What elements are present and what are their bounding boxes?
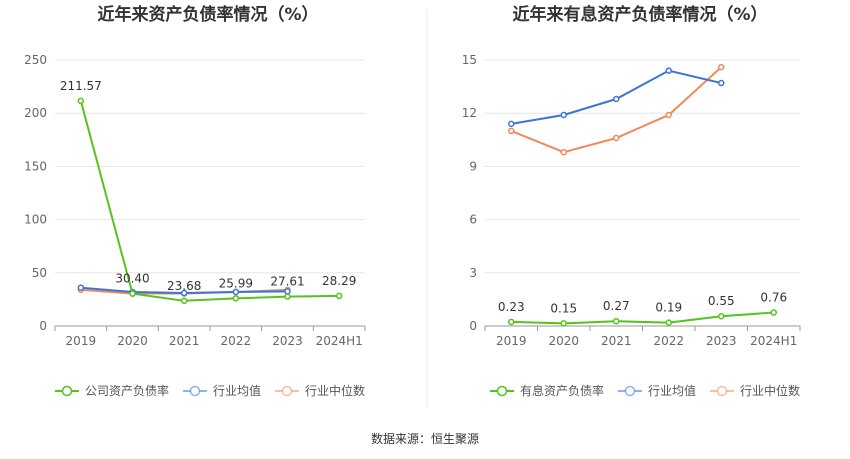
- data-label: 211.57: [60, 79, 102, 93]
- legend-marker: [496, 385, 508, 397]
- y-tick-label: 12: [462, 106, 477, 120]
- legend-label: 行业均值: [648, 383, 696, 398]
- legend-marker: [624, 385, 636, 397]
- x-tick-label: 2019: [66, 334, 97, 348]
- data-label: 27.61: [270, 275, 304, 289]
- x-tick-label: 2020: [548, 334, 579, 348]
- x-tick-label: 2023: [272, 334, 303, 348]
- x-tick-label: 2022: [653, 334, 684, 348]
- data-point: [180, 289, 188, 297]
- data-point: [335, 292, 343, 300]
- data-label: 0.55: [708, 294, 735, 308]
- data-point: [770, 309, 777, 316]
- x-tick-label: 2024H1: [750, 334, 797, 348]
- legend-marker: [189, 385, 201, 397]
- data-label: 0.27: [603, 299, 630, 313]
- source-note: 数据来源：恒生聚源: [371, 431, 479, 446]
- y-tick-label: 9: [469, 159, 477, 173]
- data-point: [77, 284, 85, 291]
- legend-label: 行业中位数: [740, 383, 800, 398]
- data-label: 28.29: [322, 274, 356, 288]
- data-point: [232, 288, 240, 296]
- y-tick-label: 100: [24, 213, 47, 227]
- legend-label: 公司资产负债率: [85, 383, 169, 398]
- data-point: [718, 79, 725, 87]
- series-line-1: [511, 311, 774, 325]
- data-point: [718, 312, 725, 320]
- y-tick-label: 3: [469, 266, 477, 280]
- x-tick-label: 2023: [706, 334, 737, 348]
- data-point: [560, 111, 567, 119]
- y-tick-label: 6: [469, 213, 477, 227]
- data-label: 0.15: [550, 301, 577, 315]
- y-tick-label: 250: [24, 53, 47, 67]
- y-tick-label: 15: [462, 53, 477, 67]
- data-point: [665, 67, 672, 74]
- legend-marker: [716, 385, 728, 397]
- y-tick-label: 200: [24, 106, 47, 120]
- data-point: [508, 120, 515, 128]
- legend-label: 有息资产负债率: [520, 383, 604, 398]
- data-point: [613, 317, 620, 325]
- data-point: [508, 127, 515, 135]
- data-point: [77, 97, 85, 105]
- data-point: [129, 290, 136, 297]
- data-label: 25.99: [219, 276, 253, 290]
- x-tick-label: 2019: [496, 334, 527, 348]
- data-point: [560, 320, 567, 327]
- data-point: [284, 293, 291, 300]
- data-label: 0.19: [655, 301, 682, 315]
- data-label: 0.76: [760, 291, 787, 305]
- legend-label: 行业中位数: [305, 383, 365, 398]
- data-label: 23.68: [167, 279, 201, 293]
- legend-marker: [281, 385, 293, 397]
- data-label: 0.23: [498, 300, 525, 314]
- data-point: [284, 288, 291, 295]
- legend-label: 行业均值: [213, 383, 261, 398]
- x-tick-label: 2020: [117, 334, 148, 348]
- data-point: [665, 111, 672, 119]
- x-tick-label: 2021: [601, 334, 632, 348]
- data-point: [560, 148, 567, 156]
- data-point: [508, 318, 515, 326]
- legend-marker: [61, 385, 73, 397]
- chart-panel-2: 近年来有息资产负债率情况（%） 0 3 6 9 12 15 2019 2020 2021 2022 2…: [462, 4, 801, 398]
- y-tick-label: 0: [469, 319, 477, 333]
- chart-panel-1: 近年来资产负债率情况（%） 0 50 100 150 200 250 2019 2020 2021…: [24, 4, 366, 398]
- y-tick-label: 50: [32, 266, 47, 280]
- x-tick-label: 2021: [169, 334, 200, 348]
- chart-title: 近年来资产负债率情况（%）: [97, 4, 318, 25]
- data-point: [180, 297, 188, 305]
- data-point: [232, 295, 240, 302]
- data-point: [613, 134, 620, 142]
- x-tick-label: 2024H1: [316, 334, 363, 348]
- y-tick-label: 150: [24, 159, 47, 173]
- data-point: [665, 319, 672, 326]
- data-label: 30.40: [115, 272, 149, 286]
- x-tick-label: 2022: [221, 334, 252, 348]
- data-point: [613, 95, 620, 103]
- chart-title: 近年来有息资产负债率情况（%）: [512, 4, 767, 25]
- y-tick-label: 0: [39, 319, 47, 333]
- data-point: [718, 63, 725, 71]
- series-line-1: [79, 100, 340, 302]
